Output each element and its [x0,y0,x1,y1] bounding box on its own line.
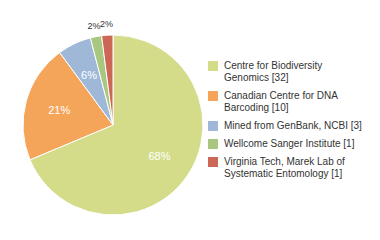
html-text:Canadian Centre for DNA Barcod: Canadian Centre for DNA Barcoding [10] [224,90,338,113]
html-text:Virginia Tech, Marek Lab of Sy: Virginia Tech, Marek Lab of Systematic E… [224,156,345,179]
svg-text:2%: 2% [100,19,113,29]
svg-text:68%: 68% [148,150,170,162]
svg-text:6%: 6% [81,69,97,81]
svg-text:2%: 2% [87,21,100,31]
svg-text:21%: 21% [48,104,70,116]
html-text:Wellcome Sanger Institute [1]: Wellcome Sanger Institute [1] [224,138,355,149]
html-text:Mined from GenBank, NCBI [3]: Mined from GenBank, NCBI [3] [224,120,362,131]
html-text:Centre for Biodiversity Genomi: Centre for Biodiversity Genomics [32] [224,60,323,83]
